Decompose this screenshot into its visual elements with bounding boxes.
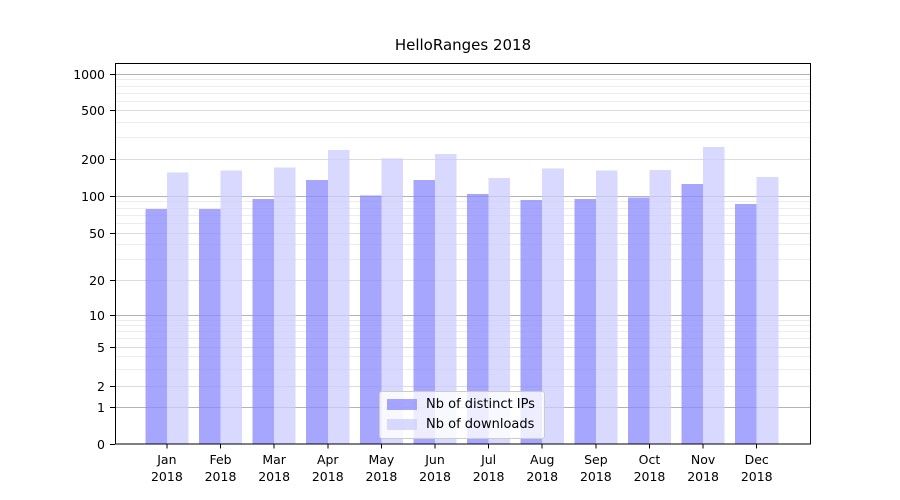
x-tick-label-year-oct: 2018 bbox=[634, 469, 666, 484]
y-tick-label-500: 500 bbox=[81, 103, 105, 118]
bar-downloads-jul bbox=[488, 177, 511, 444]
x-tick-label-month-jun: Jun bbox=[424, 452, 445, 467]
x-tick-label-month-aug: Aug bbox=[530, 452, 554, 467]
x-tick-label-month-oct: Oct bbox=[639, 452, 661, 467]
chart-title: HelloRanges 2018 bbox=[394, 36, 532, 54]
y-tick-label-2: 2 bbox=[97, 379, 105, 394]
bar-distinct-ips-oct bbox=[627, 197, 650, 444]
x-tick-label-year-may: 2018 bbox=[365, 469, 397, 484]
legend-item-distinct-ips: Nb of distinct IPs bbox=[387, 397, 535, 412]
x-tick-label-year-mar: 2018 bbox=[258, 469, 290, 484]
bar-downloads-jan bbox=[166, 172, 189, 444]
bar-distinct-ips-nov bbox=[681, 183, 704, 444]
x-tick-label-month-sep: Sep bbox=[584, 452, 608, 467]
bar-downloads-dec bbox=[756, 176, 779, 444]
x-tick-label-year-jan: 2018 bbox=[151, 469, 183, 484]
y-tick-label-1: 1 bbox=[97, 400, 105, 415]
x-tick-label-month-feb: Feb bbox=[209, 452, 231, 467]
x-tick-label-year-jun: 2018 bbox=[419, 469, 451, 484]
plot-border bbox=[115, 63, 811, 445]
bar-downloads-oct bbox=[649, 169, 672, 444]
x-tick-label-year-apr: 2018 bbox=[312, 469, 344, 484]
x-tick-label-year-jul: 2018 bbox=[473, 469, 505, 484]
bar-downloads-nov bbox=[703, 147, 725, 444]
legend-label-distinct-ips: Nb of distinct IPs bbox=[426, 397, 535, 412]
bar-downloads-mar bbox=[274, 167, 296, 444]
x-tick-label-year-aug: 2018 bbox=[526, 469, 558, 484]
legend: Nb of distinct IPs Nb of downloads bbox=[379, 391, 545, 439]
bar-distinct-ips-jun bbox=[413, 179, 435, 444]
bar-downloads-sep bbox=[595, 170, 618, 444]
x-tick-label-year-sep: 2018 bbox=[580, 469, 612, 484]
x-tick-label-year-feb: 2018 bbox=[205, 469, 237, 484]
x-tick-label-month-nov: Nov bbox=[691, 452, 716, 467]
y-tick-label-0: 0 bbox=[97, 437, 105, 452]
x-tick-label-month-apr: Apr bbox=[317, 452, 339, 467]
legend-label-downloads: Nb of downloads bbox=[426, 417, 535, 432]
bar-downloads-may bbox=[381, 158, 403, 444]
x-tick-label-year-nov: 2018 bbox=[687, 469, 719, 484]
bar-distinct-ips-may bbox=[359, 195, 382, 444]
y-tick-label-200: 200 bbox=[81, 152, 105, 167]
y-tick-label-1000: 1000 bbox=[73, 67, 105, 82]
x-tick-label-month-may: May bbox=[368, 452, 394, 467]
bar-downloads-aug bbox=[542, 168, 564, 444]
bar-downloads-apr bbox=[327, 150, 350, 444]
y-tick-label-20: 20 bbox=[89, 273, 105, 288]
x-tick-label-month-jan: Jan bbox=[156, 452, 176, 467]
bar-distinct-ips-feb bbox=[198, 209, 221, 444]
legend-item-downloads: Nb of downloads bbox=[387, 417, 535, 432]
y-tick-label-10: 10 bbox=[89, 308, 105, 323]
x-tick-label-month-mar: Mar bbox=[262, 452, 286, 467]
legend-swatch-downloads bbox=[387, 419, 417, 430]
y-tick-label-100: 100 bbox=[81, 189, 105, 204]
bar-distinct-ips-dec bbox=[735, 203, 757, 444]
bar-distinct-ips-sep bbox=[574, 199, 596, 444]
y-tick-label-50: 50 bbox=[89, 226, 105, 241]
bar-downloads-jun bbox=[435, 154, 457, 444]
x-tick-label-month-jul: Jul bbox=[480, 452, 496, 467]
bar-distinct-ips-aug bbox=[520, 200, 543, 444]
x-tick-label-month-dec: Dec bbox=[745, 452, 769, 467]
x-tick-label-year-dec: 2018 bbox=[741, 469, 773, 484]
bar-downloads-feb bbox=[220, 170, 243, 444]
bar-distinct-ips-jul bbox=[467, 194, 489, 444]
bar-distinct-ips-apr bbox=[306, 179, 328, 444]
bar-distinct-ips-jan bbox=[145, 209, 167, 444]
bar-distinct-ips-mar bbox=[252, 199, 275, 444]
legend-swatch-distinct-ips bbox=[387, 399, 417, 410]
y-tick-label-5: 5 bbox=[97, 340, 105, 355]
